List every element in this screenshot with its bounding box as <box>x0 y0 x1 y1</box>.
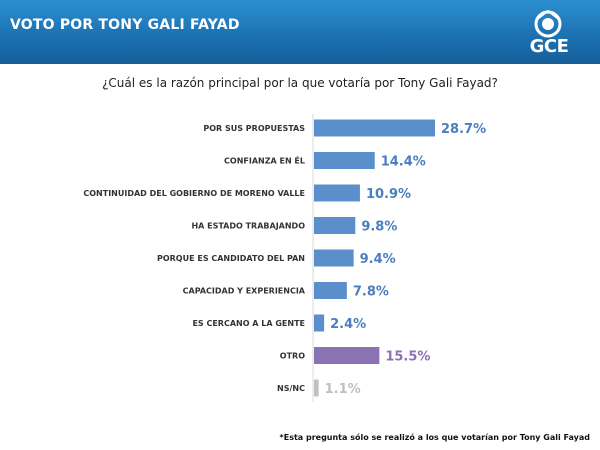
bar <box>314 314 325 332</box>
value-label: 7.8% <box>353 285 389 300</box>
page-title: VOTO POR TONY GALI FAYAD <box>10 17 240 33</box>
bar <box>314 184 360 202</box>
bar-chart: POR SUS PROPUESTAS 28.7% CONFIANZA EN ÉL 14… <box>83 114 486 402</box>
logo-text: GCE <box>529 36 569 57</box>
category-label: HA ESTADO TRABAJANDO <box>191 222 305 231</box>
gce-logo-icon <box>534 9 562 38</box>
header-bar: VOTO POR TONY GALI FAYAD GCE <box>0 0 600 64</box>
category-label: CONTINUIDAD DEL GOBIERNO DE MORENO VALLE <box>83 189 305 198</box>
category-label: OTRO <box>280 352 305 361</box>
bar <box>314 119 435 137</box>
chart-question: ¿Cuál es la razón principal por la que v… <box>102 76 498 90</box>
footnote: *Esta pregunta sólo se realizó a los que… <box>279 433 590 442</box>
category-label: CONFIANZA EN ÉL <box>224 155 305 166</box>
bar <box>314 217 356 234</box>
bar <box>314 347 380 364</box>
category-label: ES CERCANO A LA GENTE <box>192 319 305 328</box>
category-label: POR SUS PROPUESTAS <box>203 124 305 133</box>
bar <box>314 152 375 169</box>
bar <box>314 249 354 267</box>
bar <box>314 282 347 299</box>
value-label: 2.4% <box>330 317 366 332</box>
value-label: 10.9% <box>366 187 411 202</box>
category-label: NS/NC <box>277 384 305 393</box>
category-label: PORQUE ES CANDIDATO DEL PAN <box>157 254 305 263</box>
value-label: 15.5% <box>385 350 430 365</box>
bar <box>314 379 319 397</box>
value-label: 14.4% <box>381 155 426 170</box>
value-label: 1.1% <box>325 382 361 397</box>
value-label: 9.4% <box>360 252 396 267</box>
value-label: 28.7% <box>441 122 486 137</box>
category-label: CAPACIDAD Y EXPERIENCIA <box>183 287 306 296</box>
value-label: 9.8% <box>361 220 397 235</box>
